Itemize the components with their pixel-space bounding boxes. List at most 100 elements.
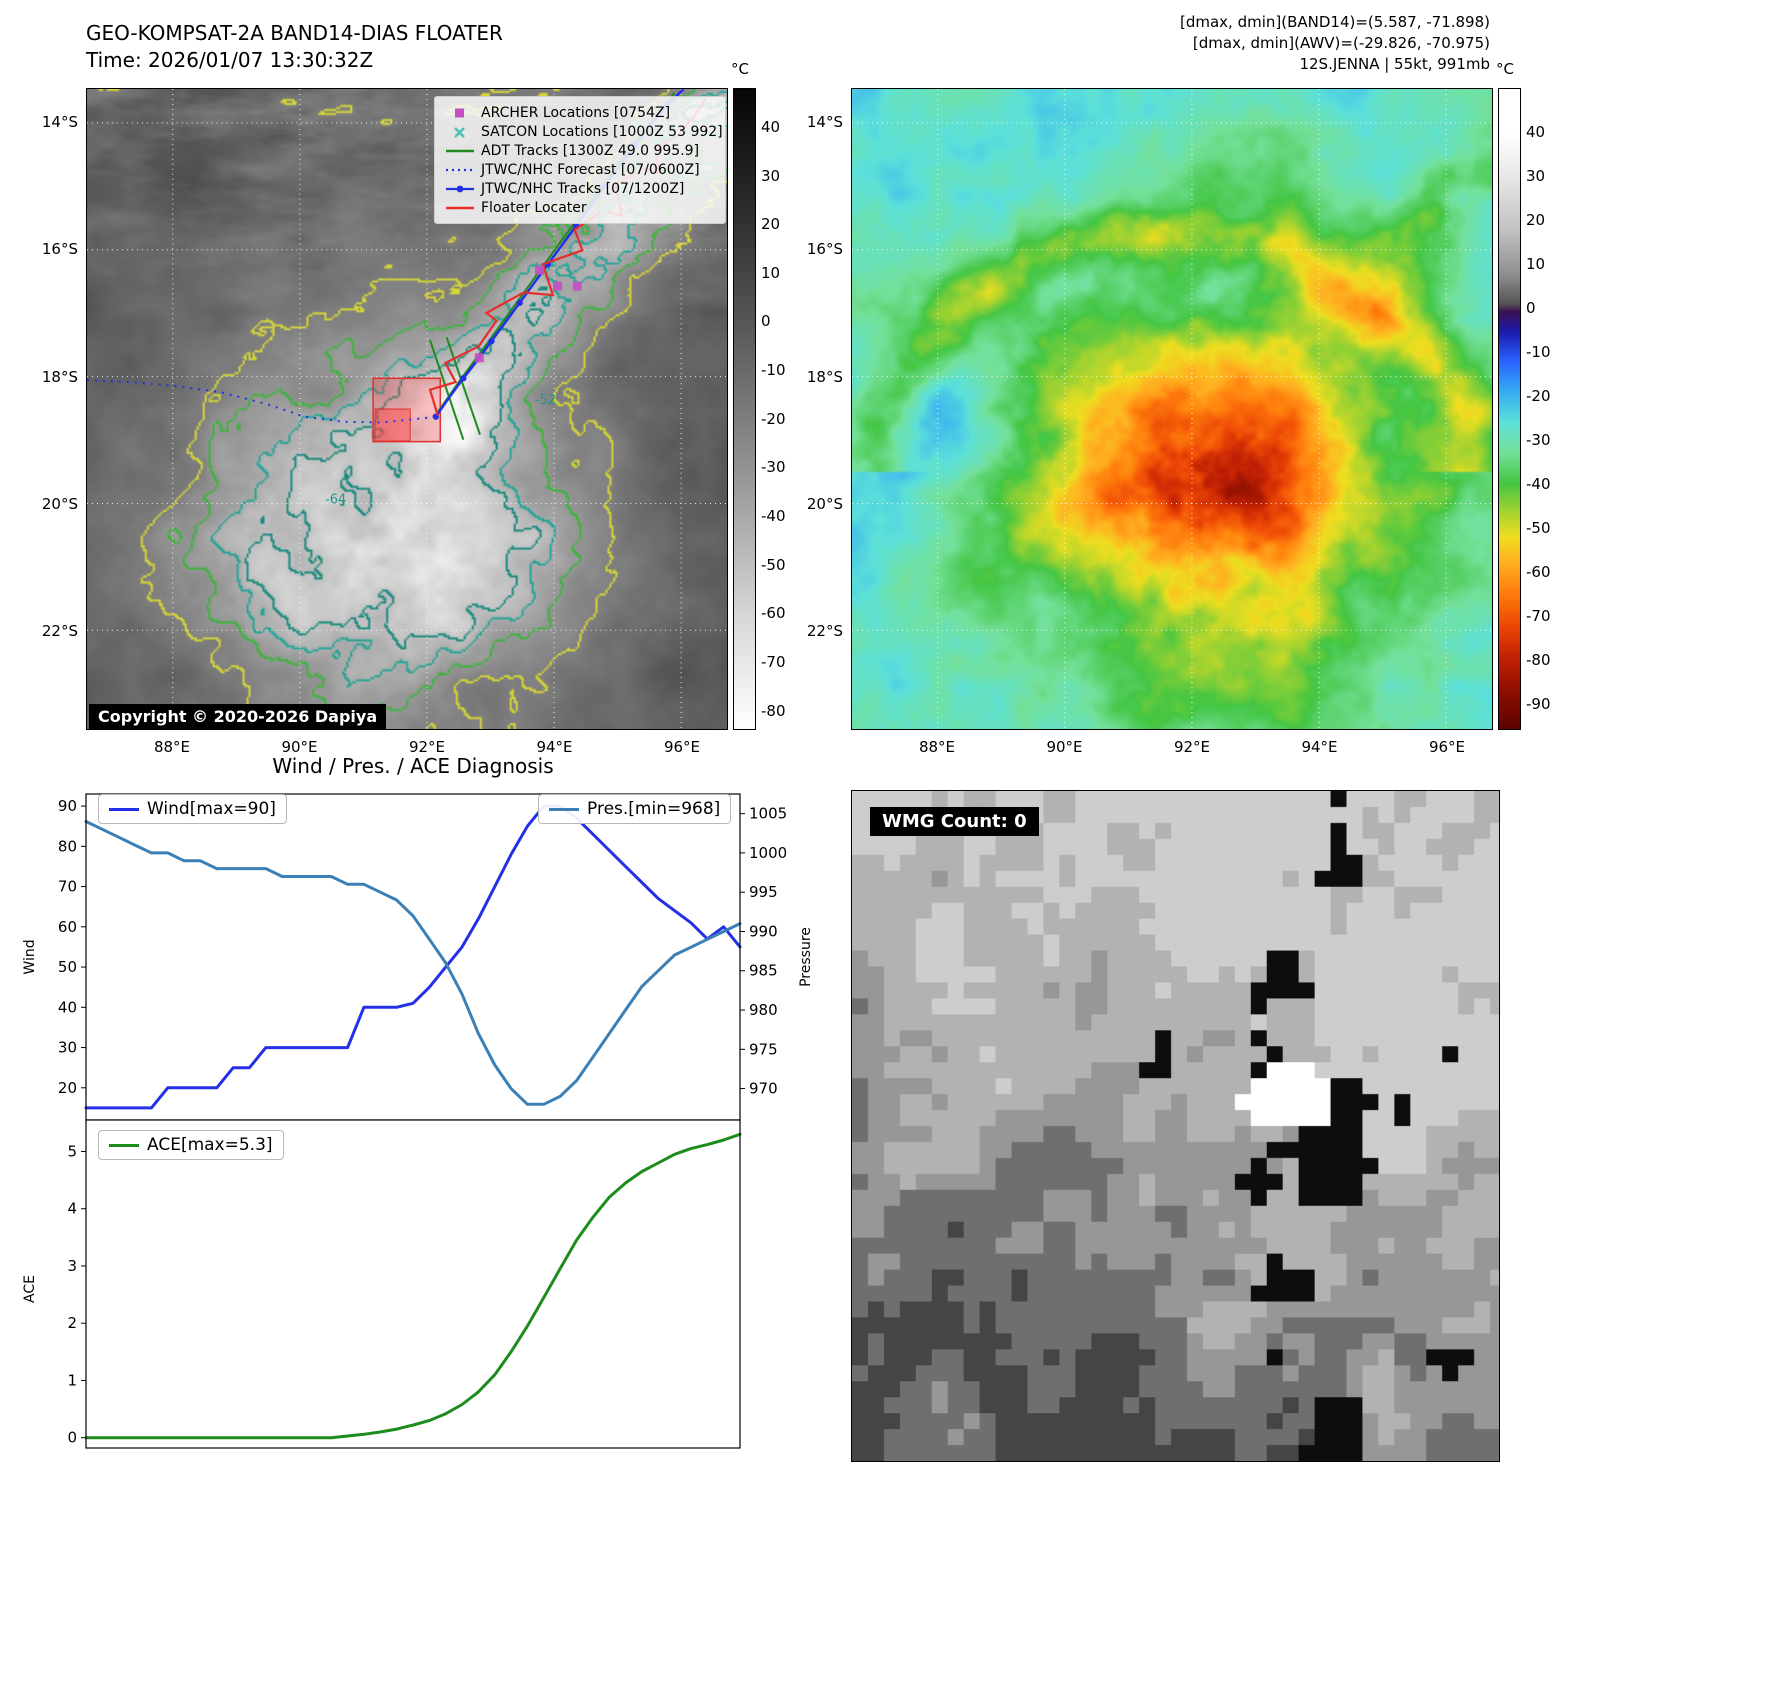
alert-box-inner: [374, 408, 411, 442]
line-dot-marker-icon: [446, 185, 474, 192]
x-tick-label: 88°E: [153, 738, 191, 756]
wmg-image: [852, 791, 1499, 1461]
left-tick-label: 80: [58, 837, 77, 855]
colorbar-tick-label: -10: [1526, 342, 1551, 361]
chart-frame: [85, 1119, 741, 1449]
x-tick-label: 96°E: [1428, 738, 1466, 756]
ir-colorbar: [733, 88, 756, 730]
y-tick-label: 22°S: [806, 622, 843, 640]
colorbar-tick-label: -50: [761, 555, 786, 574]
colorbar-tick-label: -10: [761, 361, 786, 380]
wmg-map: WMG Count: 0: [851, 790, 1500, 1462]
left-tick-label: 4: [67, 1200, 77, 1218]
colorbar-tick-label: 0: [761, 312, 771, 331]
colorbar-tick-label: 30: [761, 166, 781, 185]
chart-bg: [86, 794, 740, 1120]
ir-map-legend: ARCHER Locations [0754Z] SATCON Locations…: [434, 96, 726, 224]
colorbar-tick-label: -60: [1526, 562, 1551, 581]
x-tick-label: 96°E: [663, 738, 701, 756]
left-tick-label: 60: [58, 918, 77, 936]
archer-marker: [552, 281, 562, 291]
chart-bg: [86, 1120, 740, 1448]
x-tick-label: 90°E: [1046, 738, 1083, 756]
awv-colorbar-ticks: 40 30 20 10 0 -10 -20 -30 -40 -50 -60 -70 -80 -90: [1526, 88, 1571, 730]
y-tick-label: 18°S: [41, 367, 78, 386]
wind-legend: Wind[max=90]: [98, 794, 287, 824]
y-tick-label: 18°S: [806, 367, 843, 386]
y-tick-label: 22°S: [41, 622, 78, 640]
right-tick-label: 1005: [749, 805, 787, 823]
colorbar-tick-label: 10: [1526, 254, 1546, 273]
right-tick-label: 995: [749, 883, 778, 901]
left-tick-label: 0: [67, 1429, 77, 1447]
square-marker-icon: [455, 108, 464, 117]
awv-colorbar: [1498, 88, 1521, 730]
awv-satellite-map: [851, 88, 1493, 730]
x-tick-label: 90°E: [281, 738, 318, 756]
x-tick-label: 92°E: [1173, 738, 1211, 756]
x-tick-label: 88°E: [918, 738, 956, 756]
right-tick-label: 980: [749, 1001, 778, 1019]
legend-item: ADT Tracks [1300Z 49.0 995.9]: [443, 141, 717, 160]
left-tick-label: 30: [58, 1039, 77, 1057]
best-track-point: [488, 337, 495, 345]
x-marker-icon: [454, 126, 465, 138]
pressure-line-sample-icon: [549, 807, 579, 811]
colorbar-tick-label: 40: [1526, 122, 1546, 141]
legend-item: Floater Locater: [443, 198, 717, 217]
left-tick-label: 40: [58, 998, 77, 1016]
archer-marker: [534, 265, 544, 275]
colorbar-tick-label: -60: [761, 604, 786, 623]
colorbar-tick-label: -90: [1526, 694, 1551, 713]
series-line: [84, 804, 742, 1110]
y-tick-label: 14°S: [806, 113, 843, 131]
legend-item: JTWC/NHC Tracks [07/1200Z]: [443, 179, 717, 198]
ir-colorbar-unit: °C: [731, 60, 749, 78]
y-tick-label: 20°S: [806, 494, 843, 513]
left-tick-label: 70: [58, 878, 77, 896]
y-tick-label: 16°S: [806, 240, 843, 259]
left-tick-label: 3: [67, 1257, 77, 1275]
wind-axis-label: Wind: [22, 939, 38, 975]
awv-satellite-image: [852, 89, 1492, 729]
legend-label: ARCHER Locations [0754Z]: [481, 104, 671, 121]
contour-value-label: -52: [535, 393, 556, 408]
legend-label: ADT Tracks [1300Z 49.0 995.9]: [481, 142, 700, 159]
colorbar-tick-label: 30: [1526, 166, 1546, 185]
y-tick-label: 20°S: [41, 494, 78, 513]
pressure-axis-label: Pressure: [798, 927, 814, 987]
ir-lat-axis: 14°S 16°S 18°S 20°S 22°S: [18, 88, 78, 730]
ir-track-overlay: -64 -52: [87, 89, 727, 729]
best-track-point: [460, 375, 467, 382]
series-line: [84, 820, 742, 1106]
colorbar-tick-label: -40: [1526, 474, 1551, 493]
contour-value-label: -64: [325, 493, 346, 508]
colorbar-tick-label: -40: [761, 507, 786, 525]
alert-box: [372, 377, 442, 443]
dmax-dmin-band14: [dmax, dmin](BAND14)=(5.587, -71.898): [1179, 13, 1490, 31]
wind-line-sample-icon: [109, 807, 139, 811]
ir-title-line2: Time: 2026/01/07 13:30:32Z: [86, 48, 374, 72]
pressure-legend-label: Pres.[min=968]: [587, 799, 721, 819]
best-track-point: [516, 299, 523, 306]
dotted-marker-icon: [446, 168, 474, 171]
left-tick-label: 2: [67, 1314, 77, 1332]
right-tick-label: 970: [749, 1080, 778, 1098]
colorbar-tick-label: -70: [1526, 606, 1551, 625]
awv-header-annotations: [dmax, dmin](BAND14)=(5.587, -71.898) [d…: [990, 12, 1490, 75]
colorbar-tick-label: -80: [1526, 650, 1551, 669]
ir-lon-axis: 88°E 90°E 92°E 94°E 96°E: [86, 738, 728, 758]
ace-legend: ACE[max=5.3]: [98, 1130, 284, 1160]
left-tick-label: 5: [67, 1142, 77, 1160]
ace-line-sample-icon: [109, 1143, 139, 1147]
right-tick-label: 990: [749, 922, 778, 940]
legend-item: JTWC/NHC Forecast [07/0600Z]: [443, 160, 717, 179]
x-tick-label: 92°E: [408, 738, 446, 756]
copyright-label: Copyright © 2020-2026 Dapiya: [89, 704, 387, 729]
ir-satellite-map: -64 -52 ARCHER Locations [0754Z] SATCON Lo…: [86, 88, 728, 730]
diagnosis-charts: 2030405060708090970975980985990995100010…: [58, 793, 787, 1449]
ir-panel-title: GEO-KOMPSAT-2A BAND14-DIAS FLOATER Time:…: [86, 20, 503, 74]
line-marker-icon: [446, 206, 474, 209]
legend-label: SATCON Locations [1000Z 53 992]: [481, 123, 723, 140]
